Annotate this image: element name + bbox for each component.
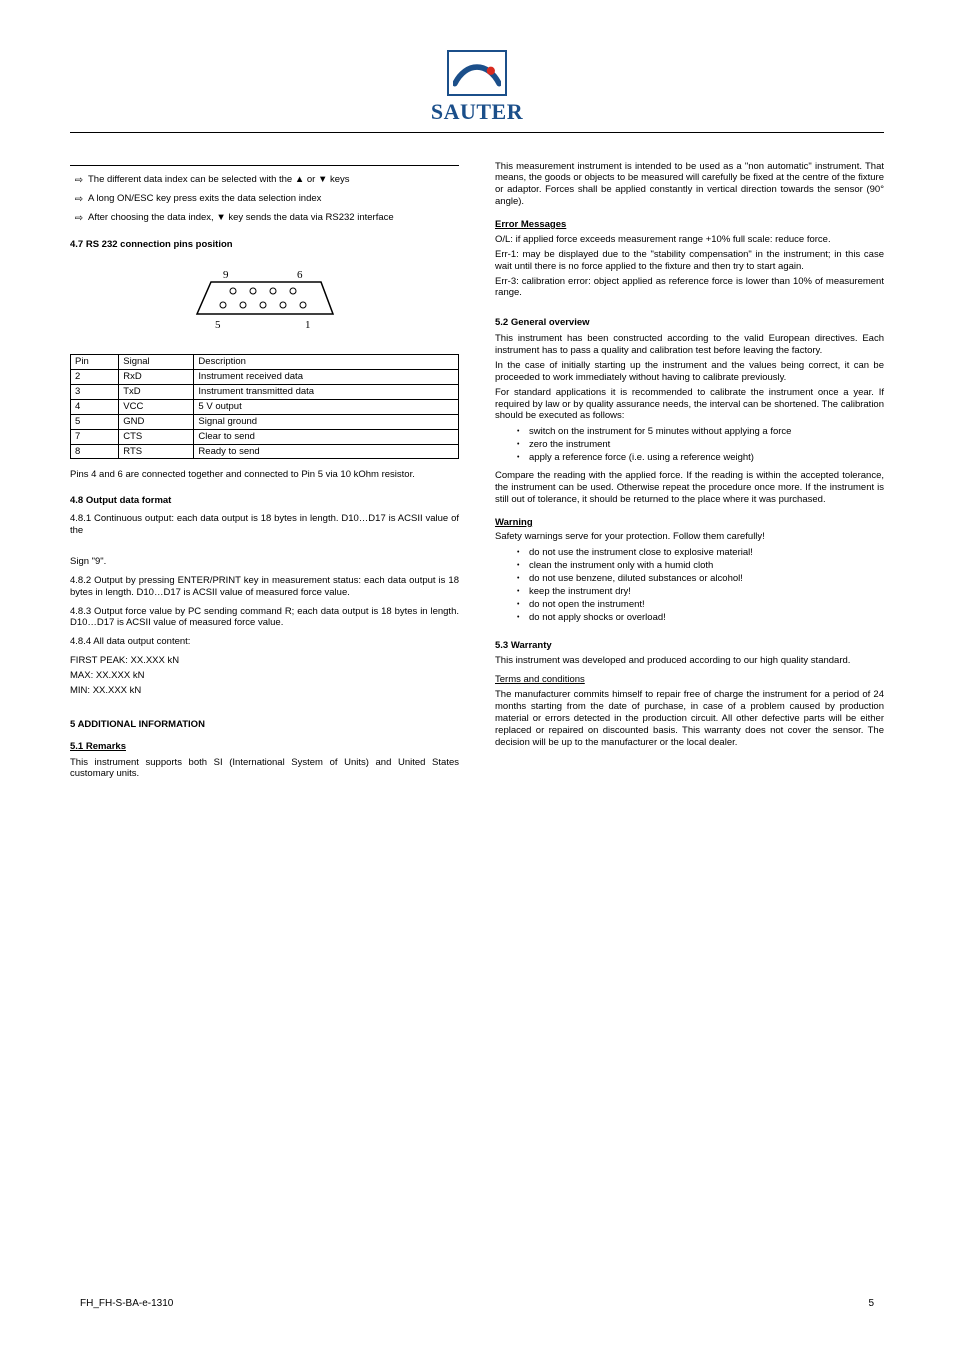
body-text: For standard applications it is recommen… — [495, 387, 884, 423]
bullet-list: switch on the instrument for 5 minutes w… — [517, 426, 884, 464]
cell: 5 — [71, 414, 119, 429]
code-line: MIN: XX.XXX kN — [70, 685, 459, 697]
list-item: zero the instrument — [517, 439, 884, 451]
cell: 5 V output — [194, 399, 459, 414]
body-text: Compare the reading with the applied for… — [495, 470, 884, 506]
logo: SAUTER — [425, 50, 530, 126]
section-heading: 4.8 Output data format — [70, 495, 459, 507]
arrow-right-icon: ⇨ — [70, 174, 88, 187]
cell: Ready to send — [194, 444, 459, 459]
page: SAUTER ⇨ The different data index can be… — [0, 0, 954, 1350]
list-item: clean the instrument only with a humid c… — [517, 560, 884, 572]
body-text: 4.8.4 All data output content: — [70, 636, 459, 648]
pin-label: 6 — [297, 269, 303, 281]
body-text: 4.8.3 Output force value by PC sending c… — [70, 606, 459, 630]
cell: 4 — [71, 399, 119, 414]
section-heading: 4.7 RS 232 connection pins position — [70, 239, 459, 251]
table-row: 2RxDInstrument received data — [71, 370, 459, 385]
body-text: Err-3: calibration error: object applied… — [495, 276, 884, 300]
divider — [70, 165, 459, 166]
logo-block: SAUTER — [70, 50, 884, 126]
cell: CTS — [119, 429, 194, 444]
table-row: 7CTSClear to send — [71, 429, 459, 444]
connector-diagram: 9 6 5 1 — [70, 256, 459, 354]
list-item: do not use the instrument close to explo… — [517, 547, 884, 559]
body-text: A long ON/ESC key press exits the data s… — [88, 193, 459, 205]
cell: RxD — [119, 370, 194, 385]
table-row: Pin Signal Description — [71, 355, 459, 370]
table-header: Signal — [119, 355, 194, 370]
right-column: This measurement instrument is intended … — [495, 161, 884, 784]
cell: GND — [119, 414, 194, 429]
cell: 7 — [71, 429, 119, 444]
subsection-heading: Terms and conditions — [495, 674, 884, 686]
pin-label: 5 — [215, 319, 221, 331]
table-row: 3TxDInstrument transmitted data — [71, 385, 459, 400]
subsection-heading: Warning — [495, 517, 884, 529]
logo-box — [447, 50, 507, 96]
subsection-heading: 5.1 Remarks — [70, 741, 459, 753]
body-text: Sign "9". — [70, 556, 459, 568]
body-text: This instrument was developed and produc… — [495, 655, 884, 667]
table-row: 4VCC5 V output — [71, 399, 459, 414]
subsection-heading: 5.2 General overview — [495, 317, 884, 329]
subsection-heading: Error Messages — [495, 219, 884, 231]
table-header: Pin — [71, 355, 119, 370]
body-text: After choosing the data index, ▼ key sen… — [88, 212, 459, 224]
db9-connector-icon: 9 6 5 1 — [175, 266, 355, 336]
subsection-heading: 5.3 Warranty — [495, 640, 884, 652]
cell: 8 — [71, 444, 119, 459]
two-column-layout: ⇨ The different data index can be select… — [70, 161, 884, 784]
body-text: Err-1: may be displayed due to the "stab… — [495, 249, 884, 273]
body-text: 4.8.2 Output by pressing ENTER/PRINT key… — [70, 575, 459, 599]
list-item: ⇨ After choosing the data index, ▼ key s… — [70, 212, 459, 225]
cell: Instrument transmitted data — [194, 385, 459, 400]
divider — [70, 132, 884, 133]
body-text: The different data index can be selected… — [88, 174, 459, 186]
cell: Signal ground — [194, 414, 459, 429]
body-text: In the case of initially starting up the… — [495, 360, 884, 384]
body-text: This instrument supports both SI (Intern… — [70, 757, 459, 781]
body-text: O/L: if applied force exceeds measuremen… — [495, 234, 884, 246]
pin-label: 9 — [223, 269, 229, 281]
arrow-right-icon: ⇨ — [70, 212, 88, 225]
table-header: Description — [194, 355, 459, 370]
arrow-right-icon: ⇨ — [70, 193, 88, 206]
cell: RTS — [119, 444, 194, 459]
cell: TxD — [119, 385, 194, 400]
bullet-list: do not use the instrument close to explo… — [517, 547, 884, 623]
footer-left: FH_FH-S-BA-e-1310 — [80, 1298, 173, 1311]
cell: 3 — [71, 385, 119, 400]
list-item: switch on the instrument for 5 minutes w… — [517, 426, 884, 438]
cell: VCC — [119, 399, 194, 414]
list-item: do not use benzene, diluted substances o… — [517, 573, 884, 585]
cell: Clear to send — [194, 429, 459, 444]
body-text: Safety warnings serve for your protectio… — [495, 531, 884, 543]
logo-text: SAUTER — [425, 98, 530, 126]
page-number: 5 — [868, 1298, 874, 1311]
left-column: ⇨ The different data index can be select… — [70, 161, 459, 784]
section-heading: 5 ADDITIONAL INFORMATION — [70, 719, 459, 731]
body-text: Pins 4 and 6 are connected together and … — [70, 469, 459, 481]
code-line: MAX: XX.XXX kN — [70, 670, 459, 682]
list-item: ⇨ The different data index can be select… — [70, 174, 459, 187]
code-line: FIRST PEAK: XX.XXX kN — [70, 655, 459, 667]
list-item: ⇨ A long ON/ESC key press exits the data… — [70, 193, 459, 206]
table-row: 8RTSReady to send — [71, 444, 459, 459]
body-text: The manufacturer commits himself to repa… — [495, 689, 884, 748]
list-item: do not apply shocks or overload! — [517, 612, 884, 624]
list-item: keep the instrument dry! — [517, 586, 884, 598]
pin-label: 1 — [305, 319, 311, 331]
body-text: This instrument has been constructed acc… — [495, 333, 884, 357]
cell: 2 — [71, 370, 119, 385]
list-item: apply a reference force (i.e. using a re… — [517, 452, 884, 464]
cell: Instrument received data — [194, 370, 459, 385]
list-item: do not open the instrument! — [517, 599, 884, 611]
page-footer: FH_FH-S-BA-e-1310 5 — [80, 1298, 874, 1311]
pin-table: Pin Signal Description 2RxDInstrument re… — [70, 354, 459, 459]
body-text: This measurement instrument is intended … — [495, 161, 884, 209]
body-text: 4.8.1 Continuous output: each data outpu… — [70, 513, 459, 537]
logo-swoosh-icon — [453, 56, 501, 91]
table-row: 5GNDSignal ground — [71, 414, 459, 429]
